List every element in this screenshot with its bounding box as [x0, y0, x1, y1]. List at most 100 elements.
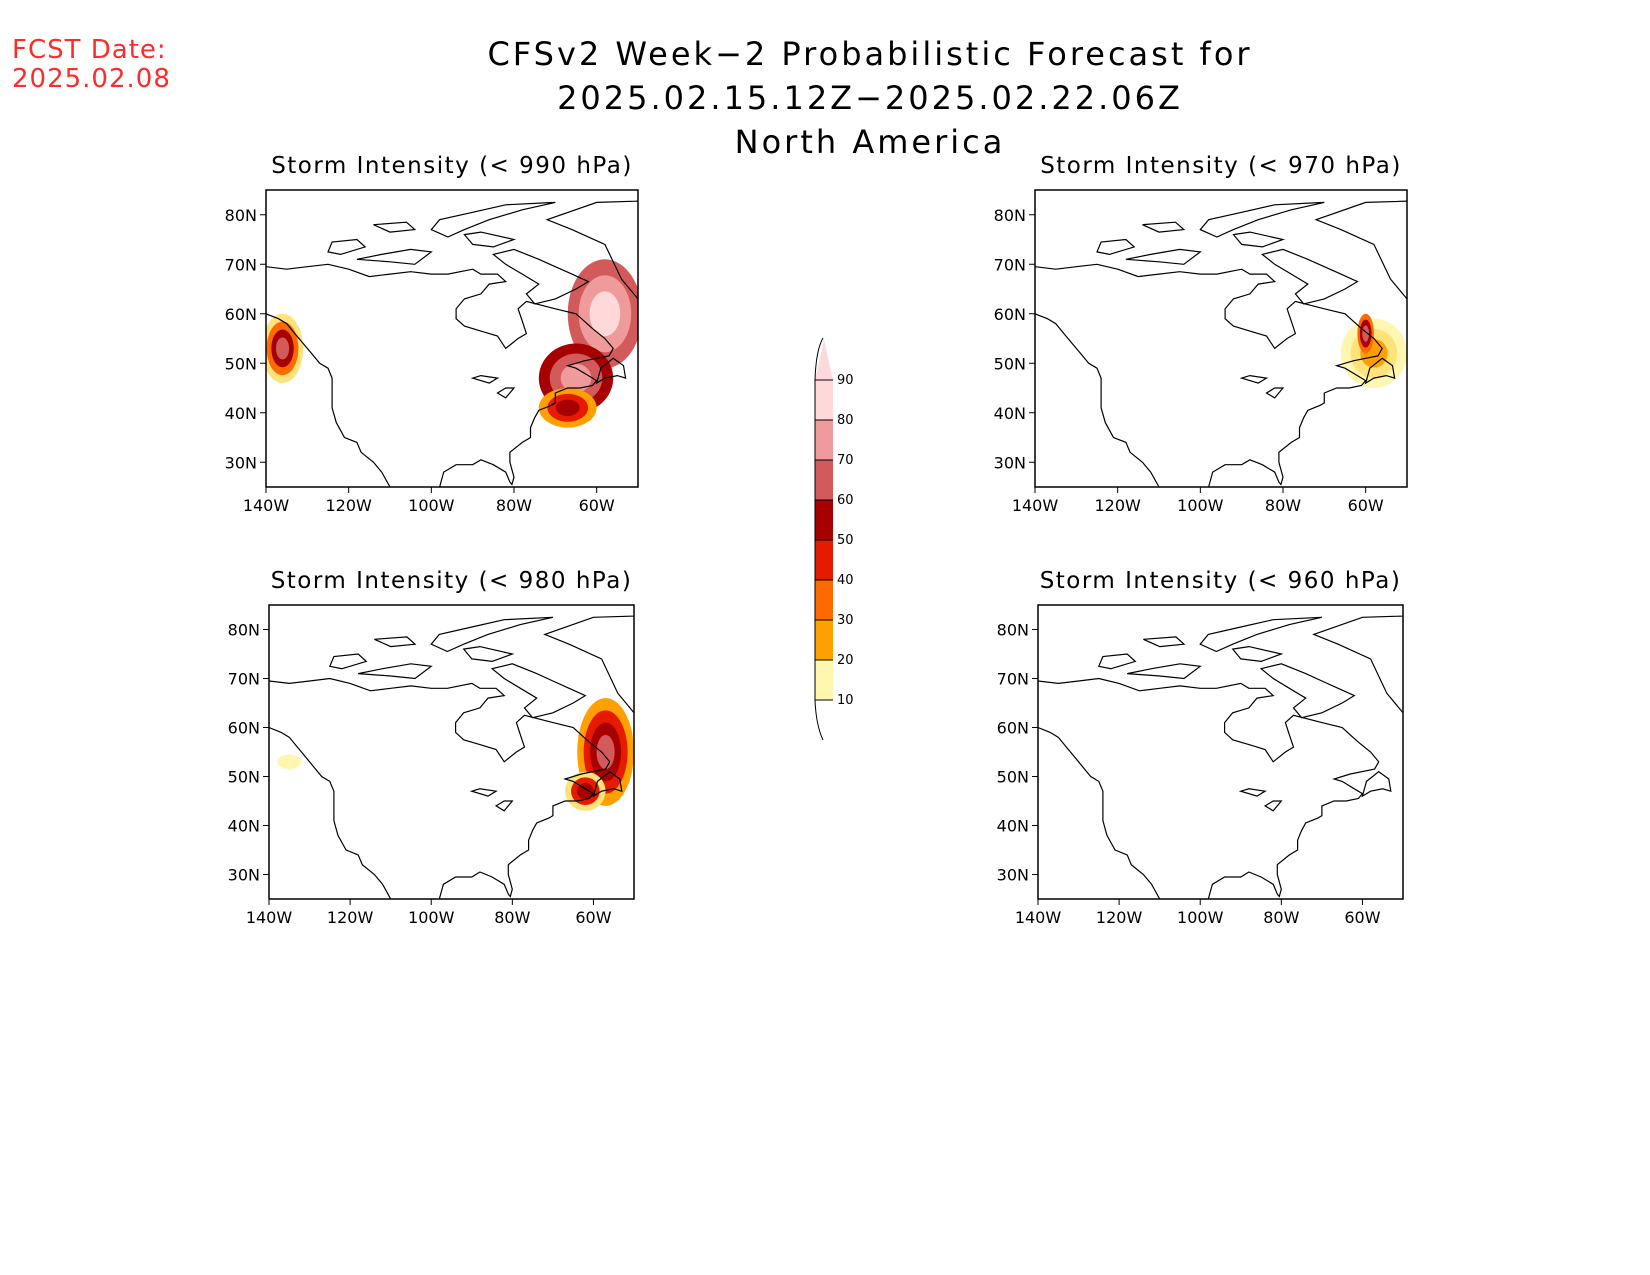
island-outline — [545, 200, 638, 300]
island-outline — [356, 248, 433, 265]
lon-label: 80W — [496, 496, 532, 515]
lat-label: 60N — [228, 719, 260, 738]
probability-contour — [555, 399, 580, 416]
colorbar-label: 80 — [837, 413, 854, 428]
island-outline — [1260, 248, 1359, 305]
probability-contour — [277, 754, 302, 770]
map-frame — [1034, 189, 1408, 488]
colorbar-top-edge — [814, 337, 824, 381]
fcst-date-label: FCST Date: 2025.02.08 — [12, 36, 171, 94]
island-outline — [494, 800, 514, 812]
island-outline — [1265, 387, 1285, 399]
colorbar-segment — [815, 420, 833, 460]
island-outline — [469, 788, 498, 797]
colorbar-segment — [815, 620, 833, 660]
lon-label: 100W — [1177, 496, 1224, 515]
lat-label: 40N — [994, 404, 1026, 423]
island-outline — [1263, 800, 1283, 812]
island-outline — [1231, 645, 1284, 663]
colorbar-label: 30 — [837, 613, 854, 628]
lon-label: 60W — [1348, 496, 1384, 515]
map-frame — [1037, 604, 1404, 900]
lon-label: 100W — [1177, 908, 1224, 927]
lat-label: 40N — [997, 817, 1029, 836]
island-outline — [462, 645, 515, 663]
map-frame — [268, 604, 635, 900]
lat-label: 40N — [228, 817, 260, 836]
island-outline — [1199, 201, 1325, 238]
island-outline — [1142, 221, 1186, 233]
island-outline — [1314, 200, 1407, 300]
lat-label: 70N — [228, 670, 260, 689]
probability-contour — [560, 363, 592, 393]
island-outline — [595, 357, 627, 385]
lat-label: 60N — [997, 719, 1029, 738]
lon-label: 140W — [246, 908, 293, 927]
island-outline — [463, 231, 517, 248]
panels-layer: Storm Intensity (< 990 hPa) 80N 70N 60N 50N 4… — [225, 153, 1408, 927]
lon-label: 80W — [494, 908, 530, 927]
lat-label: 80N — [994, 206, 1026, 225]
lat-label: 80N — [228, 621, 260, 640]
lon-label: 140W — [243, 496, 290, 515]
map-frame — [265, 189, 639, 488]
lat-label: 50N — [997, 768, 1029, 787]
colorbar-label: 60 — [837, 493, 854, 508]
panel-title: Storm Intensity (< 980 hPa) — [271, 568, 633, 594]
lat-label: 60N — [994, 305, 1026, 324]
lat-label: 30N — [994, 453, 1026, 472]
island-outline — [1096, 238, 1136, 256]
island-outline — [470, 374, 500, 384]
island-outline — [1312, 615, 1403, 714]
colorbar-label: 50 — [837, 533, 854, 548]
panel-980: Storm Intensity (< 980 hPa) 80N 70N 60N 50N 4… — [228, 568, 635, 927]
panel-970: Storm Intensity (< 970 hPa) 80N 70N 60N 50N 4… — [994, 153, 1408, 515]
island-outline — [374, 636, 417, 648]
probability-shading — [277, 698, 634, 811]
colorbar-label: 10 — [837, 693, 854, 708]
lon-label: 120W — [1094, 496, 1141, 515]
island-outline — [1259, 663, 1356, 719]
panel-title: Storm Intensity (< 990 hPa) — [271, 153, 633, 179]
colorbar-label: 40 — [837, 573, 854, 588]
colorbar-label: 90 — [837, 373, 854, 388]
island-outline — [430, 201, 556, 238]
page-title: CFSv2 Week−2 Probabilistic Forecast for … — [190, 32, 1550, 164]
coastline — [269, 615, 634, 899]
continent-outline — [269, 677, 611, 899]
lon-label: 120W — [1096, 908, 1143, 927]
coastline — [1038, 615, 1403, 899]
island-outline — [328, 653, 368, 670]
probability-shading — [266, 259, 638, 428]
colorbar-segment-bottom — [815, 660, 833, 700]
probability-shading — [1340, 313, 1407, 388]
panel-960: Storm Intensity (< 960 hPa) 80N 70N 60N 50N 4… — [997, 568, 1404, 927]
island-outline — [1127, 663, 1202, 680]
title-line2: North America — [734, 123, 1006, 161]
continent-outline — [266, 263, 614, 487]
lon-label: 60W — [579, 496, 615, 515]
lat-label: 30N — [225, 453, 257, 472]
lon-label: 60W — [575, 908, 611, 927]
lon-label: 60W — [1344, 908, 1380, 927]
island-outline — [1361, 770, 1392, 798]
probability-contour — [576, 783, 594, 800]
coastline — [1035, 200, 1407, 487]
lat-label: 70N — [997, 670, 1029, 689]
panel-title: Storm Intensity (< 960 hPa) — [1040, 568, 1402, 594]
island-outline — [373, 221, 417, 233]
colorbar-segment — [815, 540, 833, 580]
probability-contour — [596, 734, 615, 770]
lat-label: 60N — [225, 305, 257, 324]
lon-label: 120W — [327, 908, 374, 927]
continent-outline — [1038, 677, 1380, 899]
lon-label: 140W — [1012, 496, 1059, 515]
lon-label: 80W — [1263, 908, 1299, 927]
island-outline — [496, 387, 516, 399]
colorbar: 10 20 30 40 50 60 70 80 90 — [814, 337, 854, 741]
colorbar-segment — [815, 500, 833, 540]
island-outline — [1199, 616, 1323, 653]
lat-label: 40N — [225, 404, 257, 423]
island-outline — [490, 663, 587, 719]
island-outline — [430, 616, 554, 653]
